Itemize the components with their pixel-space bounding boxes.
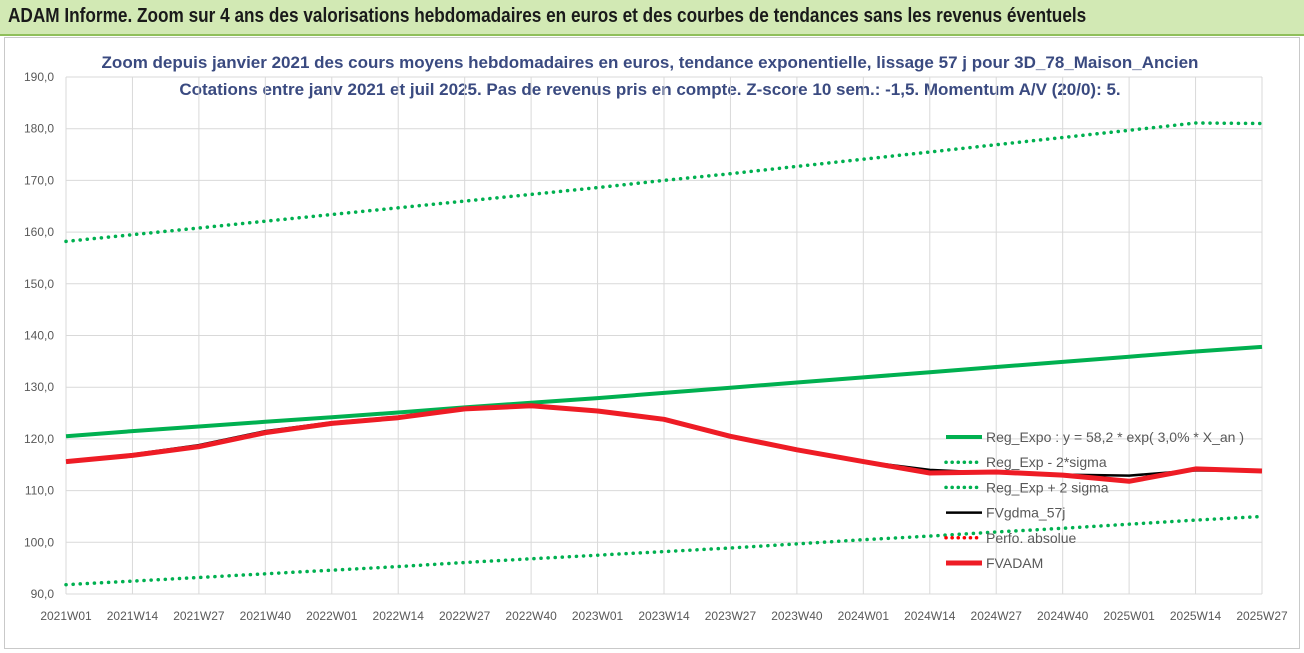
y-tick-label: 120,0 (24, 432, 54, 446)
x-tick-label: 2024W27 (971, 609, 1023, 623)
report-title: ADAM Informe. Zoom sur 4 ans des valoris… (8, 5, 1087, 27)
x-tick-label: 2021W27 (173, 609, 225, 623)
x-tick-label: 2025W27 (1236, 609, 1288, 623)
x-tick-label: 2022W40 (505, 609, 557, 623)
x-tick-label: 2023W01 (572, 609, 624, 623)
series-line-0 (65, 344, 1263, 439)
chart-title-line-2: Cotations entre janv 2021 et juil 2025. … (179, 80, 1120, 99)
x-tick-label: 2023W40 (771, 609, 823, 623)
y-tick-label: 190,0 (24, 70, 54, 84)
series-line-1 (64, 514, 1264, 587)
chart-frame (4, 37, 1300, 649)
x-tick-label: 2021W01 (40, 609, 92, 623)
chart-title-line-1: Zoom depuis janvier 2021 des cours moyen… (102, 53, 1199, 72)
y-tick-label: 140,0 (24, 329, 54, 343)
legend-label: FVADAM (986, 555, 1043, 571)
series-line-2 (64, 121, 1264, 244)
y-tick-label: 100,0 (24, 535, 54, 549)
legend-label: FVgdma_57j (986, 505, 1065, 521)
y-tick-label: 160,0 (24, 225, 54, 239)
legend-label: Reg_Exp - 2*sigma (986, 454, 1107, 470)
x-tick-label: 2023W27 (705, 609, 757, 623)
x-tick-label: 2024W40 (1037, 609, 1089, 623)
y-tick-label: 170,0 (24, 173, 54, 187)
x-tick-label: 2021W14 (107, 609, 159, 623)
x-tick-label: 2023W14 (638, 609, 690, 623)
x-tick-label: 2021W40 (240, 609, 292, 623)
x-tick-label: 2022W01 (306, 609, 358, 623)
legend-label: Reg_Expo : y = 58,2 * exp( 3,0% * X_an ) (986, 429, 1244, 445)
report-banner: ADAM Informe. Zoom sur 4 ans des valoris… (0, 0, 1304, 36)
x-tick-label: 2022W27 (439, 609, 491, 623)
legend-label: Perfo. absolue (986, 530, 1076, 546)
y-tick-label: 110,0 (25, 484, 54, 498)
y-tick-label: 130,0 (24, 380, 54, 394)
series-line-5 (65, 403, 1263, 484)
x-tick-label: 2024W01 (838, 609, 890, 623)
x-tick-label: 2022W14 (373, 609, 425, 623)
y-tick-label: 90,0 (31, 587, 55, 601)
y-tick-label: 150,0 (24, 277, 54, 291)
y-tick-label: 180,0 (24, 122, 54, 136)
x-tick-label: 2025W01 (1103, 609, 1155, 623)
x-tick-label: 2024W14 (904, 609, 956, 623)
legend-label: Reg_Exp + 2 sigma (986, 479, 1109, 495)
x-tick-label: 2025W14 (1170, 609, 1222, 623)
